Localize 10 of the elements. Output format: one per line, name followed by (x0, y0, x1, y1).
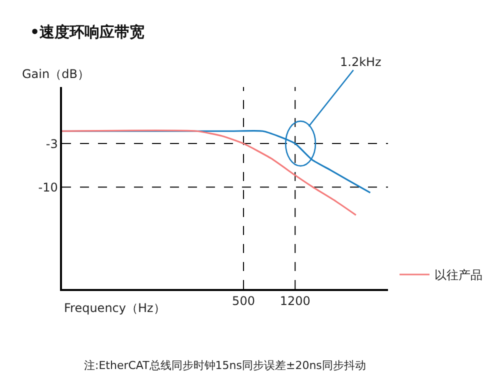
y-tick-label: -3 (46, 136, 58, 151)
x-axis-title: Frequency（Hz） (64, 301, 166, 315)
x-tick-label: 1200 (280, 294, 310, 308)
x-tick-label: 500 (232, 294, 255, 308)
chart-title: •速度环响应带宽 (30, 23, 145, 42)
y-tick-label: -10 (38, 180, 58, 194)
y-axis-title: Gain（dB） (22, 67, 90, 81)
text: 注:EtherCAT总线同步时钟15ns同步误差±20ns同步抖动 (84, 359, 366, 372)
annotation: 1.2kHz (340, 55, 382, 69)
legend-label: 以往产品 (434, 268, 483, 282)
